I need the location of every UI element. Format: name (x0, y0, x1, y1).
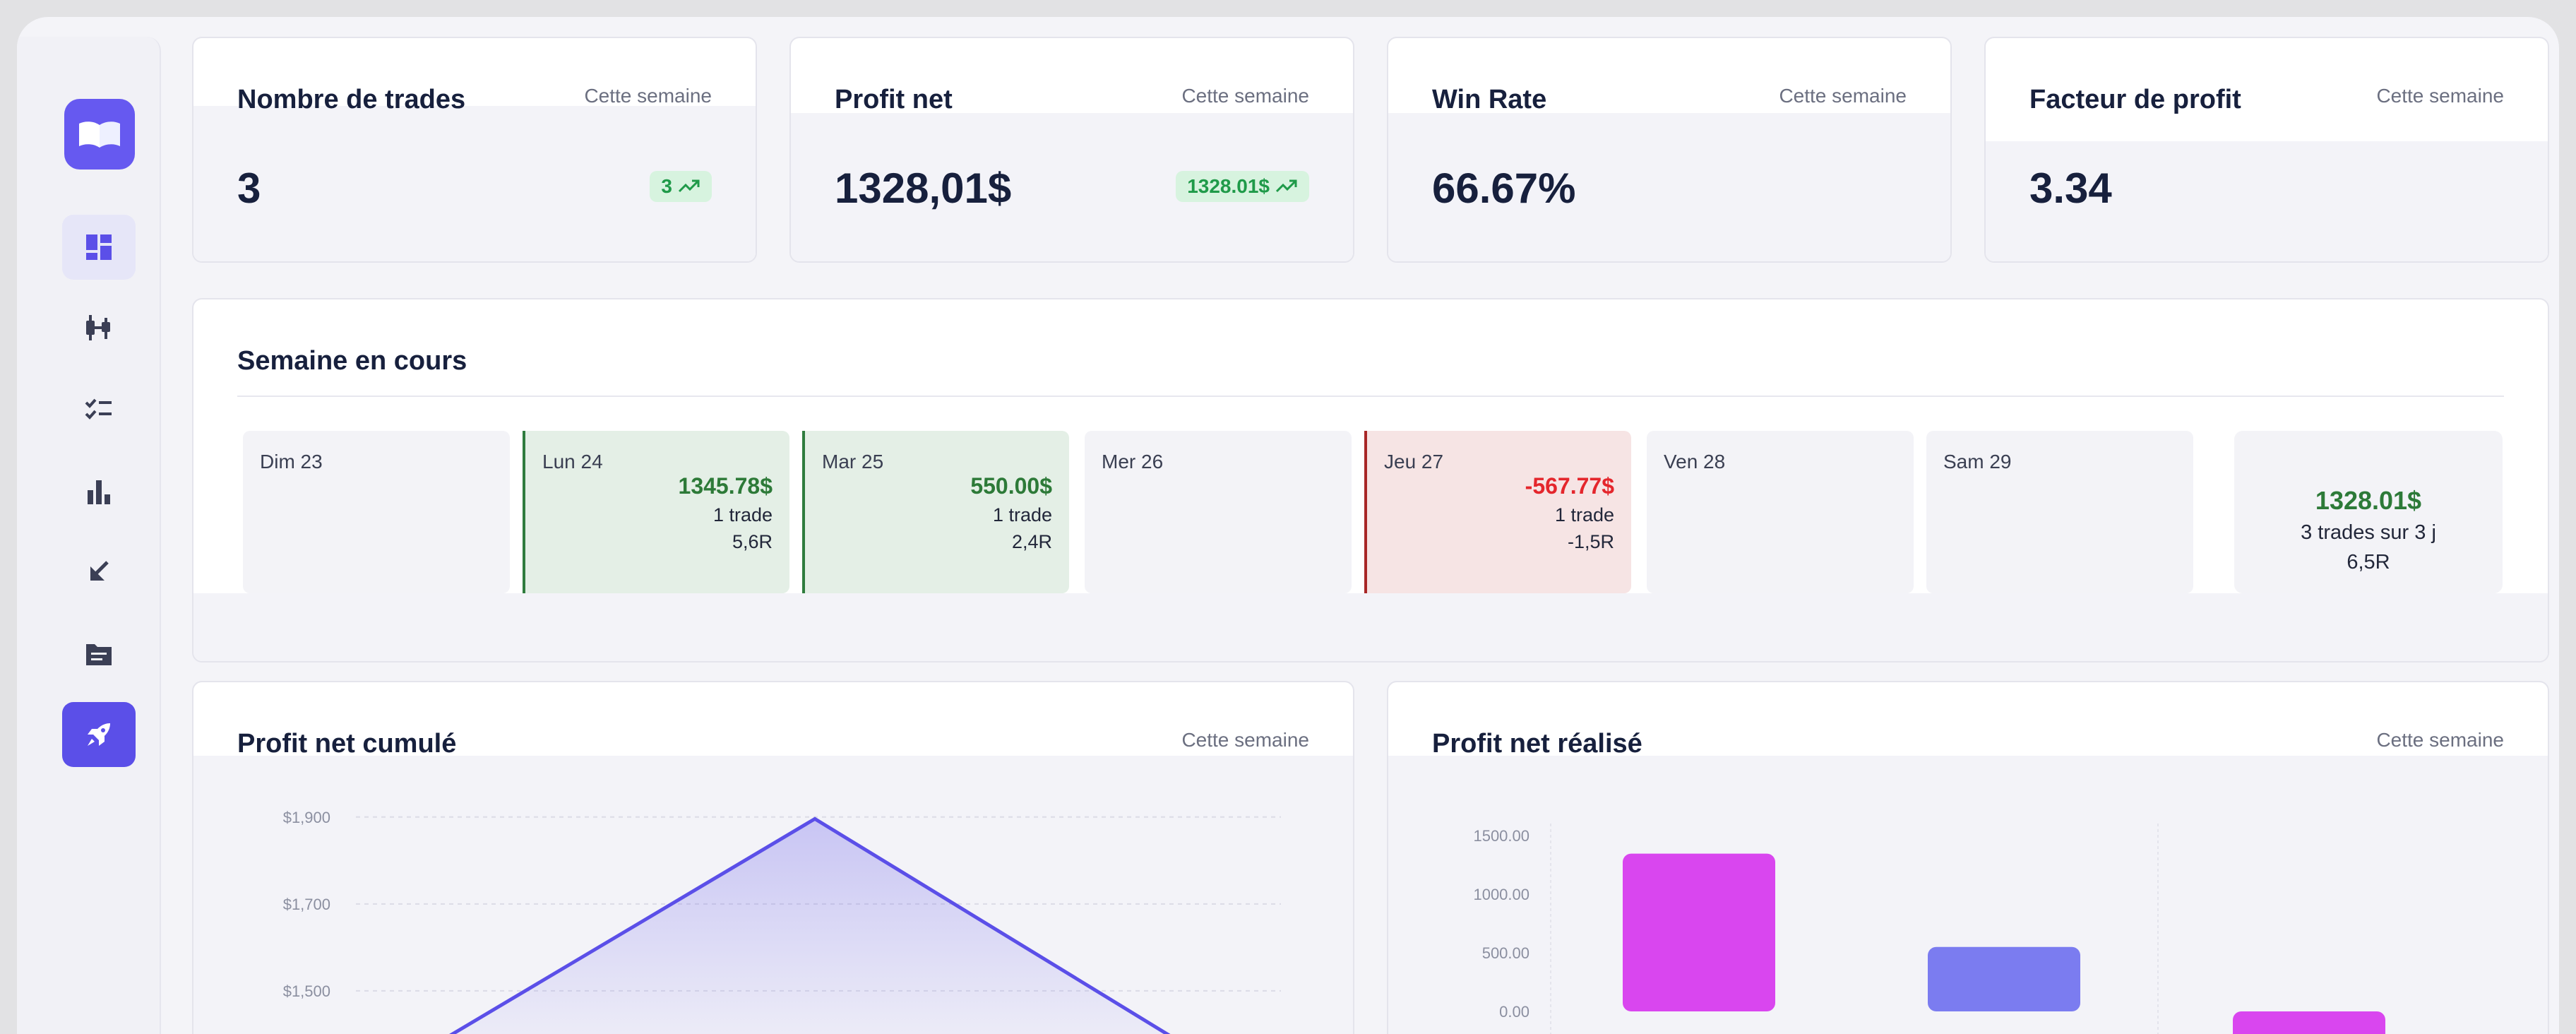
day-trades: 1 trade (712, 504, 773, 525)
week-title: Semaine en cours (237, 346, 467, 376)
divider (237, 396, 2504, 397)
day-label: Mer 26 (1102, 451, 1164, 473)
trend-badge-value: 1328.01$ (1187, 175, 1270, 197)
kpi-period: Cette semaine (1779, 85, 1907, 107)
bar (1623, 853, 1775, 1011)
kpi-title: Facteur de profit (2029, 85, 2241, 114)
chart-period: Cette semaine (1181, 729, 1309, 751)
week-summary-trades: 3 trades sur 3 j (2301, 521, 2436, 544)
series-area (452, 819, 1167, 1034)
app-window: Nombre de trades Cette semaine 3 3 Profi… (17, 17, 2559, 1034)
day-label: Lun 24 (542, 451, 603, 473)
day-cell[interactable]: Jeu 27 -567.77$ 1 trade -1,5R (1364, 431, 1631, 593)
day-r-multiple: -1,5R (1567, 531, 1614, 552)
kpi-title: Nombre de trades (237, 85, 466, 114)
day-cell[interactable]: Ven 28 (1647, 431, 1914, 593)
candlestick-icon (86, 315, 110, 340)
cumulative-profit-chart: $1,900 $1,700 $1,500 (283, 809, 1281, 1034)
dashboard-icon (86, 234, 112, 260)
trending-up-icon (1275, 179, 1297, 193)
day-trades: 1 trade (1554, 504, 1614, 525)
chart-period: Cette semaine (2376, 729, 2504, 751)
notes-icon (86, 644, 112, 665)
rocket-icon (88, 723, 110, 746)
arrow-down-left-icon (90, 561, 109, 581)
week-summary: 1328.01$ 3 trades sur 3 j 6,5R (2234, 431, 2503, 593)
realized-profit-card: Profit net réalisé Cette semaine 1500.00… (1387, 681, 2549, 1034)
trending-up-icon (678, 179, 700, 193)
chart-title: Profit net réalisé (1432, 729, 1642, 759)
day-cell[interactable]: Lun 24 1345.78$ 1 trade 5,6R (523, 431, 789, 593)
sidebar-item-upgrade[interactable] (62, 702, 136, 767)
kpi-period: Cette semaine (1181, 85, 1309, 107)
day-cell[interactable]: Sam 29 (1926, 431, 2193, 593)
sidebar-item-checklist[interactable] (62, 377, 136, 442)
day-pnl: 1345.78$ (678, 473, 773, 499)
kpi-card-profit: Profit net Cette semaine 1328,01$ 1328.0… (789, 37, 1354, 263)
checklist-icon (85, 398, 112, 420)
kpi-title: Profit net (835, 85, 953, 114)
kpi-card-profit-factor: Facteur de profit Cette semaine 3.34 (1984, 37, 2549, 263)
day-r-multiple: 2,4R (1011, 531, 1052, 552)
sidebar-item-notes[interactable] (62, 622, 136, 687)
y-tick-label: $1,500 (283, 982, 330, 1000)
current-week-card: Semaine en cours Dim 23 Lun 24 1345.78$ … (192, 298, 2549, 662)
trend-badge-value: 3 (661, 175, 672, 197)
sidebar-item-dashboard[interactable] (62, 215, 136, 280)
series-line (449, 816, 1171, 1034)
bar (2233, 1011, 2385, 1034)
day-label: Ven 28 (1664, 451, 1726, 473)
kpi-value: 66.67% (1432, 165, 1576, 212)
kpi-value: 1328,01$ (835, 165, 1012, 212)
y-tick-label: 1500.00 (1473, 827, 1530, 845)
day-trades: 1 trade (992, 504, 1052, 525)
logo[interactable] (64, 99, 135, 170)
kpi-card-trades: Nombre de trades Cette semaine 3 3 (192, 37, 757, 263)
day-label: Mar 25 (822, 451, 884, 473)
day-cell[interactable]: Dim 23 (243, 431, 510, 593)
bar (1928, 946, 2080, 1011)
week-summary-pnl: 1328.01$ (2315, 486, 2422, 515)
day-label: Jeu 27 (1384, 451, 1444, 473)
day-cell[interactable]: Mer 26 (1085, 431, 1352, 593)
kpi-value: 3 (237, 165, 261, 212)
realized-profit-chart: 1500.00 1000.00 500.00 0.00 (1473, 824, 2385, 1034)
y-tick-label: $1,700 (283, 896, 330, 913)
day-cell[interactable]: Mar 25 550.00$ 1 trade 2,4R (802, 431, 1069, 593)
day-r-multiple: 5,6R (732, 531, 773, 552)
day-pnl: -567.77$ (1525, 473, 1614, 499)
day-label: Dim 23 (260, 451, 323, 473)
open-book-icon (79, 121, 120, 148)
y-tick-label: $1,900 (283, 809, 330, 826)
kpi-period: Cette semaine (584, 85, 712, 107)
kpi-card-winrate: Win Rate Cette semaine 66.67% (1387, 37, 1952, 263)
chart-title: Profit net cumulé (237, 729, 457, 759)
cumulative-profit-card: Profit net cumulé Cette semaine $1,900 $1… (192, 681, 1354, 1034)
kpi-title: Win Rate (1432, 85, 1547, 114)
y-tick-label: 1000.00 (1473, 886, 1530, 903)
kpi-period: Cette semaine (2376, 85, 2504, 107)
day-pnl: 550.00$ (970, 473, 1052, 499)
sidebar (17, 37, 161, 1034)
kpi-value: 3.34 (2029, 165, 2112, 212)
bar-chart-icon (88, 480, 110, 504)
sidebar-item-imports[interactable] (62, 540, 136, 605)
sidebar-item-trades[interactable] (62, 295, 136, 360)
trend-badge: 3 (650, 171, 712, 202)
trend-badge: 1328.01$ (1176, 171, 1309, 202)
sidebar-item-statistics[interactable] (62, 459, 136, 524)
y-tick-label: 0.00 (1499, 1003, 1530, 1021)
day-label: Sam 29 (1943, 451, 2012, 473)
y-tick-label: 500.00 (1482, 944, 1530, 962)
week-summary-r-multiple: 6,5R (2347, 551, 2390, 574)
